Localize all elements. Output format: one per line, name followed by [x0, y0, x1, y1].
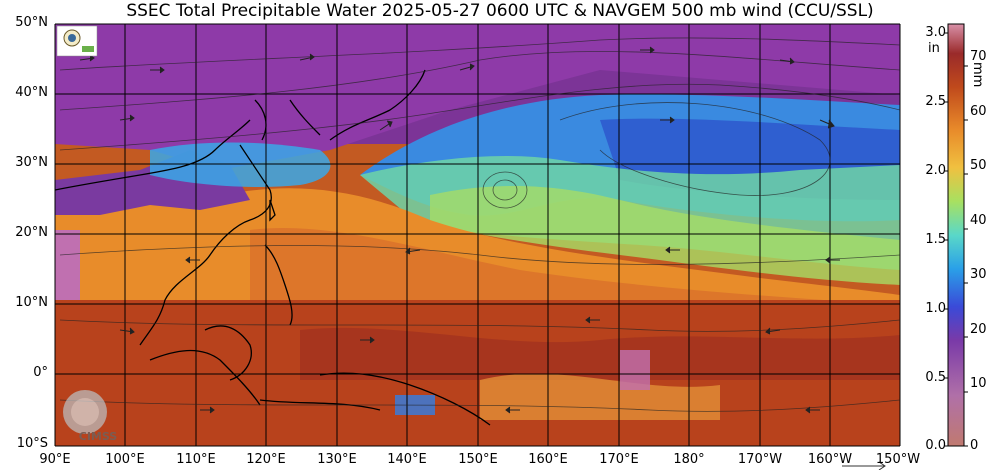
cb-mm-tick-40: 40 — [970, 213, 987, 228]
cb-mm-tick-30: 30 — [970, 267, 987, 282]
cb-mm-tick-50: 50 — [970, 158, 987, 173]
cb-mm-tick-0: 0 — [970, 438, 979, 453]
cb-in-tick-0-5: 0.5 — [925, 370, 946, 385]
cb-in-tick-1-0: 1.0 — [925, 301, 946, 316]
cimss-logo-text: CIMSS — [79, 430, 118, 443]
lon-label-170w: 170°W — [737, 452, 783, 467]
lon-label-160e: 160°E — [528, 452, 568, 467]
cb-mm-tick-10: 10 — [970, 376, 987, 391]
cimss-logo: CIMSS — [63, 390, 117, 443]
cb-in-tick-2-0: 2.0 — [925, 163, 946, 178]
lon-label-160w: 160°W — [807, 452, 853, 467]
lat-label-20n: 20°N — [15, 225, 48, 240]
cb-mm-unit: mm — [970, 62, 985, 88]
cb-in-tick-0-0: 0.0 — [925, 438, 946, 453]
lon-label-110e: 110°E — [176, 452, 216, 467]
lon-label-100e: 100°E — [105, 452, 145, 467]
wind-scale-arrow — [842, 461, 886, 470]
lon-label-150e: 150°E — [458, 452, 498, 467]
graticule — [54, 23, 901, 447]
cb-mm-tick-70: 70 — [970, 49, 987, 64]
lat-label-30n: 30°N — [15, 155, 48, 170]
lon-label-150w: 150°W — [875, 452, 921, 467]
cb-mm-tick-20: 20 — [970, 322, 987, 337]
lat-label-50n: 50°N — [15, 15, 48, 30]
cb-in-unit: in — [928, 41, 940, 56]
wind-streamlines — [59, 37, 900, 412]
colorbar-ticks — [944, 32, 968, 447]
lon-label-170e: 170°E — [599, 452, 639, 467]
lon-label-140e: 140°E — [387, 452, 427, 467]
wind-arrows — [79, 46, 840, 414]
cb-in-tick-3-0: 3.0 — [925, 25, 946, 40]
lat-label-40n: 40°N — [15, 85, 48, 100]
lat-label-10n: 10°N — [15, 295, 48, 310]
lon-label-180: 180° — [673, 452, 705, 467]
coastlines — [55, 69, 491, 426]
cb-in-tick-1-5: 1.5 — [925, 232, 946, 247]
lat-label-0: 0° — [33, 365, 48, 380]
map-title: SSEC Total Precipitable Water 2025-05-27… — [126, 1, 874, 21]
cb-in-tick-2-5: 2.5 — [925, 94, 946, 109]
ssec-seal-logo — [56, 25, 98, 57]
lat-label-10s: 10°S — [16, 436, 48, 451]
lon-label-90e: 90°E — [39, 452, 71, 467]
cb-mm-tick-60: 60 — [970, 104, 987, 119]
lon-label-120e: 120°E — [246, 452, 286, 467]
colorbar — [947, 23, 965, 447]
lon-label-130e: 130°E — [317, 452, 357, 467]
